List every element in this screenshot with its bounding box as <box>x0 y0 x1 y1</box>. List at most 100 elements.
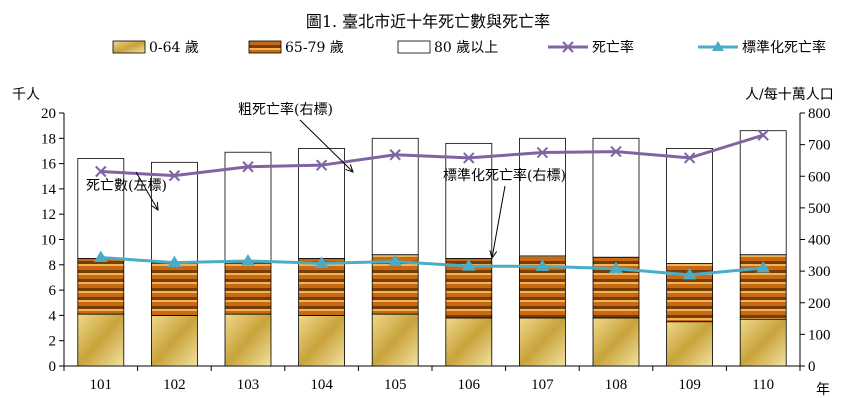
bar-segment <box>445 317 493 367</box>
legend-marker <box>562 41 574 53</box>
data-point <box>610 145 622 158</box>
legend: 0-64 歲 65-79 歲 80 歲以上 死亡率 標準化死亡率 <box>112 39 826 56</box>
bar-segment <box>739 318 787 367</box>
bar-segment <box>224 151 272 262</box>
bar-segment <box>77 313 125 367</box>
axes: 0246810121416182001002003004005006007008… <box>41 106 831 393</box>
y-left-tick-label: 10 <box>41 233 56 249</box>
bar-segment <box>519 317 566 367</box>
legend-swatch <box>248 40 282 54</box>
data-point <box>536 146 549 159</box>
data-point <box>242 161 254 173</box>
x-tick-label: 106 <box>458 377 481 393</box>
arrow-head <box>489 250 498 260</box>
x-tick-label: 104 <box>310 377 333 393</box>
legend-swatch <box>112 40 146 54</box>
data-point <box>461 259 476 271</box>
y-left-unit: 千人 <box>12 87 40 103</box>
annotation-text: 標準化死亡率(右標) <box>443 167 566 184</box>
data-point <box>682 267 697 280</box>
data-point <box>95 165 107 178</box>
bar-segment <box>298 314 346 367</box>
y-right-tick-label: 100 <box>808 327 831 343</box>
y-right-tick-label: 400 <box>808 233 831 249</box>
x-tick-label: 102 <box>163 377 186 393</box>
annotation-text: 死亡數(左標) <box>86 178 167 194</box>
bar-segment <box>224 313 272 367</box>
x-tick-label: 109 <box>678 377 701 393</box>
data-point <box>168 169 181 182</box>
annotation-arrow <box>491 185 506 259</box>
bars <box>77 130 787 367</box>
annotation-text: 粗死亡率(右標) <box>238 101 333 118</box>
y-left-tick-label: 2 <box>49 334 57 350</box>
y-right-tick-label: 800 <box>808 106 831 122</box>
legend-swatch <box>397 40 431 54</box>
y-left-tick-label: 6 <box>49 283 57 299</box>
data-point <box>683 152 696 164</box>
annotation-arrow <box>299 119 354 173</box>
series-line <box>100 256 764 277</box>
x-tick-label: 108 <box>605 377 628 393</box>
data-point <box>388 254 403 267</box>
bar-segment <box>77 258 125 315</box>
bar-segment <box>666 148 713 264</box>
bar-segment <box>371 313 419 367</box>
y-left-tick-label: 16 <box>41 157 57 173</box>
bar-segment <box>445 142 493 259</box>
bar-segment <box>739 130 787 256</box>
legend-marker <box>712 41 724 51</box>
legend-label: 80 歲以上 <box>434 40 498 56</box>
annotations: 死亡數(左標) 粗死亡率(右標) 標準化死亡率(右標) <box>86 101 566 260</box>
x-tick-label: 103 <box>237 377 260 393</box>
data-point <box>535 259 550 271</box>
annotation-arrow <box>135 171 159 211</box>
data-point <box>609 261 623 274</box>
bar-segment <box>150 261 198 316</box>
y-right-tick-label: 600 <box>808 169 831 185</box>
data-point <box>389 149 401 161</box>
y-left-tick-label: 12 <box>41 207 56 223</box>
series-line <box>100 133 764 178</box>
y-left-tick-label: 4 <box>49 308 57 324</box>
y-left-tick-label: 8 <box>49 258 57 274</box>
y-right-tick-label: 500 <box>808 201 831 217</box>
bar-segment <box>298 258 346 316</box>
legend-label: 死亡率 <box>592 39 634 56</box>
bar-segment <box>150 161 198 263</box>
y-right-tick-label: 700 <box>808 138 831 154</box>
data-point <box>167 255 182 268</box>
x-tick-label: 101 <box>90 377 113 393</box>
x-tick-label: 105 <box>384 377 407 393</box>
y-left-tick-label: 20 <box>41 106 56 122</box>
bar-segment <box>519 137 566 257</box>
chart-title: 圖1. 臺北市近十年死亡數與死亡率 <box>306 12 550 31</box>
arrow-head <box>345 164 354 173</box>
data-point <box>463 152 475 164</box>
x-unit: 年 <box>816 382 830 398</box>
arrow-head <box>151 201 159 211</box>
data-point <box>756 260 771 273</box>
legend-label: 65-79 歲 <box>285 40 344 56</box>
legend-label: 0-64 歲 <box>149 40 199 56</box>
data-point <box>757 129 769 141</box>
data-point <box>93 250 108 263</box>
x-tick-label: 107 <box>531 377 554 393</box>
data-point <box>315 159 328 171</box>
y-left-tick-label: 18 <box>41 131 56 147</box>
y-left-tick-label: 14 <box>41 182 57 198</box>
bar-segment <box>150 314 198 367</box>
y-right-tick-label: 200 <box>808 296 831 312</box>
y-right-tick-label: 300 <box>808 264 831 280</box>
data-point <box>314 256 329 268</box>
bar-segment <box>77 158 125 259</box>
y-right-tick-label: 0 <box>808 359 816 375</box>
bar-segment <box>592 317 640 367</box>
x-tick-label: 110 <box>752 377 774 393</box>
data-point <box>241 254 255 266</box>
y-right-unit: 人/每十萬人口 <box>745 87 834 103</box>
legend-label: 標準化死亡率 <box>742 39 826 56</box>
bar-segment <box>592 137 640 258</box>
y-left-tick-label: 0 <box>49 359 57 375</box>
